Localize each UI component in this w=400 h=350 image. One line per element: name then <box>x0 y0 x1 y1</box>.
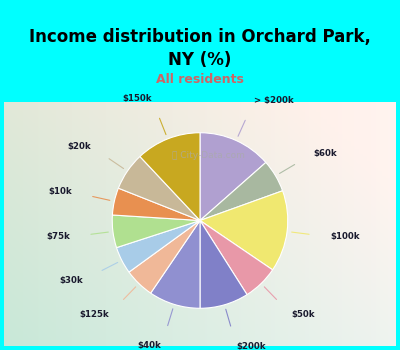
Text: Income distribution in Orchard Park,
NY (%): Income distribution in Orchard Park, NY … <box>29 28 371 69</box>
Wedge shape <box>112 188 200 220</box>
Text: $50k: $50k <box>291 310 315 319</box>
Text: $30k: $30k <box>59 275 83 285</box>
Text: $125k: $125k <box>79 310 109 319</box>
Wedge shape <box>129 220 200 293</box>
Wedge shape <box>200 191 288 270</box>
Text: $40k: $40k <box>138 341 162 350</box>
Wedge shape <box>200 220 273 295</box>
Text: All residents: All residents <box>156 73 244 86</box>
Text: $100k: $100k <box>330 232 360 241</box>
Text: $60k: $60k <box>313 149 337 158</box>
Text: $75k: $75k <box>46 232 70 241</box>
Text: $200k: $200k <box>237 342 266 350</box>
Wedge shape <box>151 220 200 308</box>
Text: > $200k: > $200k <box>254 96 294 105</box>
Wedge shape <box>200 133 266 220</box>
Text: $150k: $150k <box>122 94 152 103</box>
Text: $10k: $10k <box>48 187 72 196</box>
Wedge shape <box>200 162 282 220</box>
Wedge shape <box>116 220 200 272</box>
Text: ⓘ City-Data.com: ⓘ City-Data.com <box>172 151 245 160</box>
Wedge shape <box>140 133 200 220</box>
Text: $20k: $20k <box>68 142 92 151</box>
Wedge shape <box>118 156 200 220</box>
Wedge shape <box>200 220 247 308</box>
Wedge shape <box>112 215 200 248</box>
